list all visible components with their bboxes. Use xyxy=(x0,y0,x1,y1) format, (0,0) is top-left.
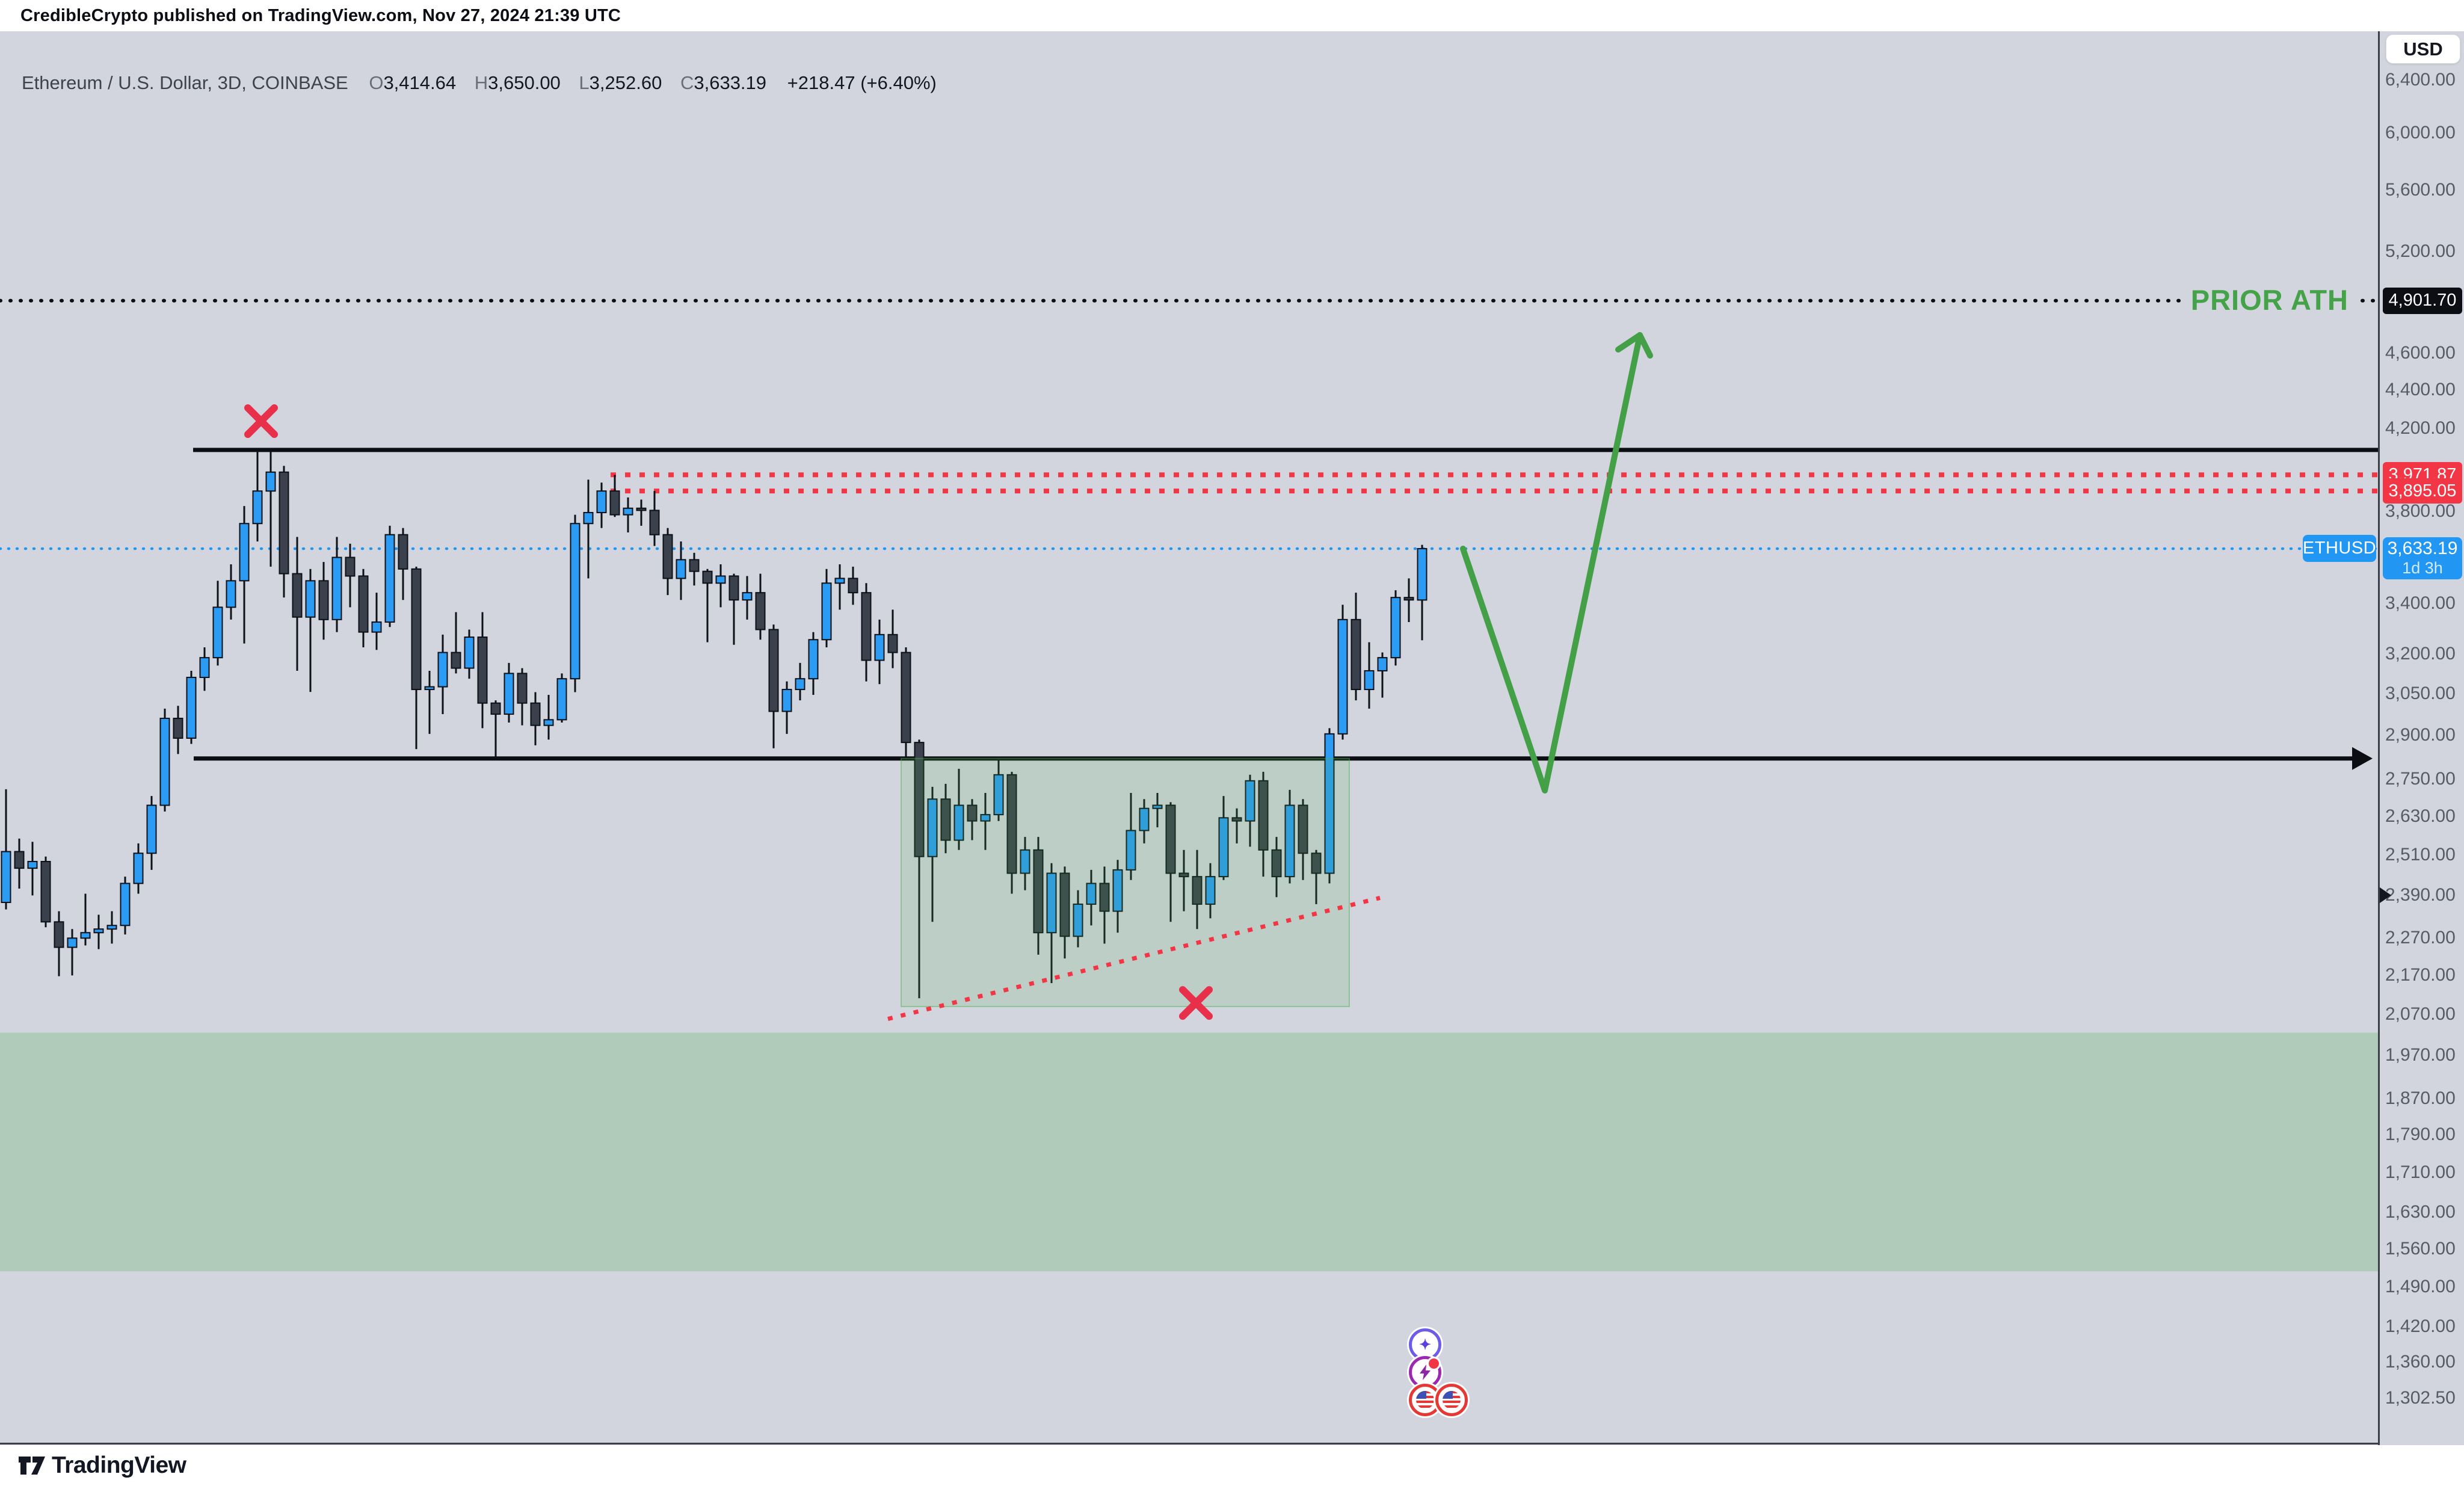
attribution-bar: CredibleCrypto published on TradingView.… xyxy=(0,0,2464,31)
tradingview-logo-icon xyxy=(19,1457,45,1475)
price-tick-label: 1,302.50 xyxy=(2385,1387,2456,1408)
price-tick-label: 1,360.00 xyxy=(2385,1352,2456,1372)
symbol-info-bar: Ethereum / U.S. Dollar, 3D, COINBASE O3,… xyxy=(22,72,937,94)
high-value: 3,650.00 xyxy=(488,72,561,93)
price-tick-label: 1,560.00 xyxy=(2385,1238,2456,1259)
lightning-event-icon[interactable] xyxy=(1409,1356,1441,1389)
close-label: C xyxy=(680,72,694,93)
ascending-trendline xyxy=(887,896,1381,1022)
price-tick-label: 5,200.00 xyxy=(2385,241,2456,262)
price-tick-label: 6,400.00 xyxy=(2385,69,2456,90)
price-marker-arrow-icon xyxy=(2380,887,2391,904)
event-alert-dot xyxy=(1427,1357,1441,1370)
candlestick-chart[interactable] xyxy=(0,31,2378,1443)
price-tick-label: 2,390.00 xyxy=(2385,885,2456,905)
price-tick-label: 2,630.00 xyxy=(2385,806,2456,826)
price-tick-label: 1,790.00 xyxy=(2385,1124,2456,1145)
us-flag xyxy=(1416,1391,1434,1409)
bar-close-countdown: 1d 3h xyxy=(2402,558,2443,577)
low-value: 3,252.60 xyxy=(589,72,662,93)
price-tick-label: 1,870.00 xyxy=(2385,1088,2456,1109)
candles xyxy=(1,449,1428,999)
price-tick-label: 2,170.00 xyxy=(2385,965,2456,985)
accumulation-zone-box xyxy=(901,757,1350,1008)
projection-arrowhead-right xyxy=(1637,332,1653,359)
attribution-text: CredibleCrypto published on TradingView.… xyxy=(20,6,621,25)
open-value: 3,414.64 xyxy=(383,72,457,93)
invalidation-x-mark-1 xyxy=(244,404,278,439)
price-tick-label: 2,270.00 xyxy=(2385,928,2456,948)
invalidation-x-mark-2 xyxy=(1179,986,1213,1020)
currency-toggle-button[interactable]: USD xyxy=(2386,34,2460,64)
price-tick-label: 4,600.00 xyxy=(2385,343,2456,363)
symbol-price-tag: ETHUSD xyxy=(2303,534,2376,562)
tradingview-wordmark: TradingView xyxy=(52,1452,186,1478)
low-label: L xyxy=(579,72,590,93)
price-axis[interactable]: USD 6,400.00 6,000.00 5,600.00 5,200.00 4,60… xyxy=(2378,31,2464,1445)
prior-ath-annotation-text: PRIOR ATH xyxy=(2181,282,2358,318)
price-tick-label: 3,050.00 xyxy=(2385,683,2456,703)
prior-ath-price-label: 4,901.70 xyxy=(2383,287,2462,314)
price-tick-label: 4,400.00 xyxy=(2385,380,2456,400)
close-value: 3,633.19 xyxy=(694,72,767,93)
us-flag-event-icon[interactable] xyxy=(1435,1384,1468,1416)
price-tick-label: 2,750.00 xyxy=(2385,769,2456,789)
open-label: O xyxy=(369,72,384,93)
symbol-name: Ethereum / U.S. Dollar, 3D, COINBASE xyxy=(22,72,348,93)
price-tick-label: 3,200.00 xyxy=(2385,643,2456,664)
price-tick-label: 1,420.00 xyxy=(2385,1316,2456,1337)
price-tick-label: 4,200.00 xyxy=(2385,418,2456,439)
price-tick-label: 2,510.00 xyxy=(2385,844,2456,865)
price-tick-label: 6,000.00 xyxy=(2385,123,2456,143)
projection-arrow xyxy=(1460,332,1643,794)
support-line-arrowhead xyxy=(2352,747,2373,770)
price-tick-label: 2,070.00 xyxy=(2385,1004,2456,1025)
price-tick-label: 3,800.00 xyxy=(2385,501,2456,522)
tradingview-logo[interactable]: TradingView xyxy=(18,1452,186,1479)
price-tick-label: 1,490.00 xyxy=(2385,1276,2456,1296)
price-tick-label: 2,900.00 xyxy=(2385,725,2456,745)
change-value: +218.47 (+6.40%) xyxy=(787,72,937,93)
high-label: H xyxy=(474,72,488,93)
price-tick-label: 1,710.00 xyxy=(2385,1162,2456,1183)
price-tick-label: 1,630.00 xyxy=(2385,1202,2456,1222)
last-price-label: 3,633.19 1d 3h xyxy=(2383,537,2462,579)
price-tick-label: 1,970.00 xyxy=(2385,1045,2456,1065)
projection-arrowhead-left xyxy=(1615,332,1643,353)
price-tick-label: 5,600.00 xyxy=(2385,180,2456,200)
resistance-price-label-2: 3,895.05 xyxy=(2383,478,2462,504)
chart-area[interactable]: Ethereum / U.S. Dollar, 3D, COINBASE O3,… xyxy=(0,31,2464,1445)
demand-zone-band xyxy=(0,1032,2378,1272)
price-tick-label: 3,400.00 xyxy=(2385,593,2456,614)
us-flag xyxy=(1443,1391,1461,1409)
bottom-bar xyxy=(0,1445,2464,1486)
last-price-value: 3,633.19 xyxy=(2387,538,2458,558)
